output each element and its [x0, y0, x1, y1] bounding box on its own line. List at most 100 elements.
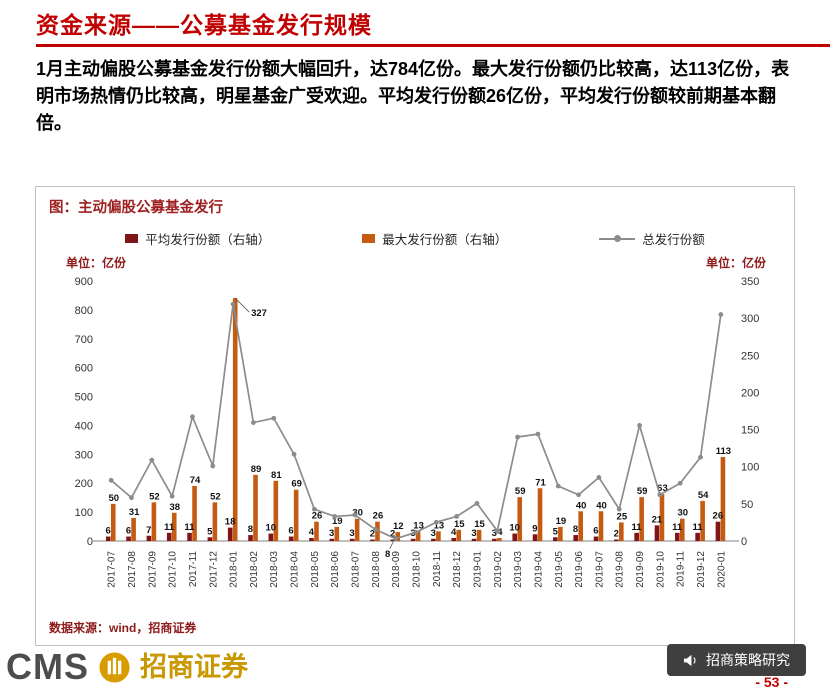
svg-text:2019-02: 2019-02 [493, 551, 504, 588]
data-source-note: 数据来源：wind，招商证券 [49, 621, 197, 635]
svg-text:2017-07: 2017-07 [107, 551, 118, 588]
svg-text:2019-10: 2019-10 [655, 551, 666, 588]
svg-text:2018-07: 2018-07 [351, 551, 362, 588]
page-number: - 53 - [755, 674, 788, 690]
strategy-research-badge: 招商策略研究 [667, 644, 806, 676]
svg-text:8: 8 [385, 549, 390, 560]
svg-text:2: 2 [390, 529, 395, 540]
svg-text:26: 26 [373, 511, 384, 522]
legend-label-max: 最大发行份额（右轴） [382, 233, 508, 247]
svg-text:3: 3 [349, 528, 354, 539]
chart-legend: 平均发行份额（右轴） 最大发行份额（右轴） 总发行份额 [36, 229, 794, 248]
svg-text:30: 30 [678, 508, 689, 519]
svg-text:15: 15 [454, 519, 465, 530]
svg-text:600: 600 [75, 363, 93, 375]
svg-text:12: 12 [393, 521, 404, 532]
svg-text:31: 31 [129, 507, 140, 518]
axis-units-row: 单位：亿份 单位：亿份 [66, 254, 766, 271]
svg-text:2018-10: 2018-10 [412, 551, 423, 588]
svg-text:52: 52 [149, 491, 160, 502]
svg-text:2019-12: 2019-12 [696, 551, 707, 588]
svg-text:400: 400 [75, 420, 93, 432]
page-title: 资金来源——公募基金发行规模 [36, 12, 372, 38]
svg-text:2018-01: 2018-01 [229, 551, 240, 588]
svg-text:2018-04: 2018-04 [290, 551, 301, 588]
megaphone-icon [683, 654, 696, 666]
svg-text:10: 10 [509, 523, 520, 534]
chart-title: 图：主动偏股公募基金发行 [49, 200, 223, 216]
svg-text:100: 100 [75, 507, 93, 519]
svg-text:11: 11 [672, 522, 683, 533]
legend-item-avg: 平均发行份额（右轴） [125, 229, 270, 248]
chart-panel: 图：主动偏股公募基金发行 平均发行份额（右轴） 最大发行份额（右轴） 总发行份额… [35, 186, 795, 646]
svg-text:11: 11 [692, 522, 703, 533]
max-series-swatch-icon [362, 234, 376, 243]
svg-text:74: 74 [190, 475, 201, 486]
svg-text:300: 300 [741, 313, 759, 325]
svg-text:3: 3 [471, 528, 476, 539]
svg-text:30: 30 [352, 508, 363, 519]
svg-text:40: 40 [576, 500, 587, 511]
svg-text:200: 200 [741, 387, 759, 399]
svg-text:3: 3 [431, 528, 436, 539]
svg-text:2017-11: 2017-11 [188, 551, 199, 587]
svg-text:350: 350 [741, 276, 759, 288]
svg-text:6: 6 [126, 526, 131, 537]
cms-logo: CMS 招商证券 [6, 649, 248, 685]
svg-text:11: 11 [632, 522, 643, 533]
svg-text:2019-05: 2019-05 [554, 551, 565, 588]
svg-text:50: 50 [741, 499, 753, 511]
commentary-text: 1月主动偏股公募基金发行份额大幅回升，达784亿份。最大发行份额仍比较高，达11… [36, 59, 790, 133]
svg-text:59: 59 [637, 486, 648, 497]
svg-text:6: 6 [106, 526, 111, 537]
svg-text:3: 3 [492, 528, 497, 539]
svg-text:4: 4 [497, 527, 503, 538]
svg-text:150: 150 [741, 425, 759, 437]
svg-text:26: 26 [312, 511, 323, 522]
svg-text:2019-06: 2019-06 [574, 551, 585, 588]
svg-text:19: 19 [332, 516, 343, 527]
right-axis-unit-label: 单位：亿份 [705, 256, 766, 270]
svg-text:38: 38 [169, 502, 180, 513]
cms-logo-chinese-text: 招商证券 [140, 651, 248, 682]
svg-text:13: 13 [434, 520, 445, 531]
svg-text:700: 700 [75, 334, 93, 346]
title-underline [36, 44, 830, 47]
svg-text:900: 900 [75, 276, 93, 288]
svg-text:0: 0 [741, 536, 747, 548]
svg-text:500: 500 [75, 392, 93, 404]
svg-text:5: 5 [553, 526, 559, 537]
svg-text:2018-09: 2018-09 [391, 551, 402, 588]
svg-text:52: 52 [210, 491, 221, 502]
svg-text:15: 15 [474, 519, 485, 530]
svg-text:81: 81 [271, 470, 282, 481]
svg-text:21: 21 [652, 514, 663, 525]
svg-text:18: 18 [225, 517, 236, 528]
svg-text:4: 4 [451, 527, 457, 538]
svg-text:11: 11 [164, 522, 175, 533]
svg-text:69: 69 [291, 479, 302, 490]
svg-text:2: 2 [370, 529, 375, 540]
svg-text:59: 59 [515, 486, 526, 497]
svg-text:71: 71 [535, 477, 546, 488]
svg-text:50: 50 [108, 493, 119, 504]
badge-label: 招商策略研究 [706, 652, 790, 668]
svg-text:2019-07: 2019-07 [594, 551, 605, 588]
svg-text:2018-05: 2018-05 [310, 551, 321, 588]
svg-text:9: 9 [532, 523, 537, 534]
svg-text:2: 2 [614, 529, 619, 540]
svg-text:2019-04: 2019-04 [533, 551, 544, 588]
svg-text:40: 40 [596, 500, 607, 511]
svg-text:2019-11: 2019-11 [676, 551, 687, 587]
svg-text:2017-09: 2017-09 [147, 551, 158, 588]
svg-text:2018-08: 2018-08 [371, 551, 382, 588]
fund-issuance-chart: 0 100 200 300 400 500 600 700 800 900 0 50 100 150 200… [75, 276, 760, 588]
svg-text:2017-12: 2017-12 [208, 551, 219, 588]
legend-label-total: 总发行份额 [642, 233, 705, 247]
svg-text:13: 13 [413, 520, 424, 531]
svg-text:2019-09: 2019-09 [635, 551, 646, 588]
svg-text:8: 8 [573, 524, 578, 535]
svg-text:25: 25 [617, 511, 628, 522]
svg-text:250: 250 [741, 350, 759, 362]
